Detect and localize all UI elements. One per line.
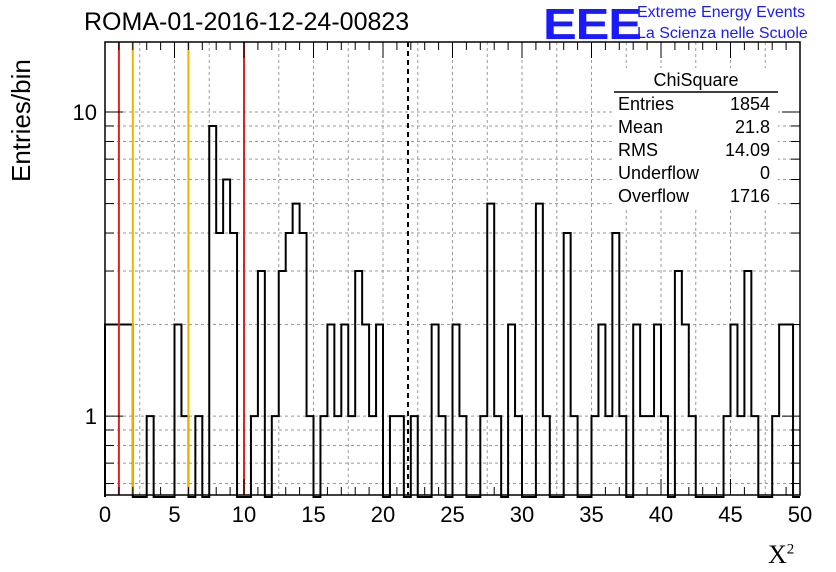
stats-label: Overflow bbox=[618, 186, 690, 206]
stats-value: 21.8 bbox=[735, 117, 770, 137]
eee-logo: EEE bbox=[543, 0, 642, 49]
stats-label: Mean bbox=[618, 117, 663, 137]
x-tick-label: 45 bbox=[718, 502, 742, 527]
x-tick-label: 25 bbox=[440, 502, 464, 527]
stats-value: 1716 bbox=[730, 186, 770, 206]
x-tick-label: 20 bbox=[371, 502, 395, 527]
x-tick-label: 15 bbox=[301, 502, 325, 527]
y-tick-label: 1 bbox=[85, 404, 97, 429]
stats-value: 1854 bbox=[730, 94, 770, 114]
x-tick-label: 35 bbox=[579, 502, 603, 527]
x-tick-label: 40 bbox=[649, 502, 673, 527]
histogram-outline bbox=[104, 124, 800, 498]
stats-value: 14.09 bbox=[725, 140, 770, 160]
stats-label: Entries bbox=[618, 94, 674, 114]
y-axis-label: Entries/bin bbox=[6, 59, 36, 182]
stats-label: RMS bbox=[618, 140, 658, 160]
x-tick-label: 10 bbox=[232, 502, 256, 527]
stats-label: Underflow bbox=[618, 163, 700, 183]
stats-title: ChiSquare bbox=[653, 70, 738, 90]
logo-text-line2: La Scienza nelle Scuole bbox=[637, 25, 808, 42]
x-tick-label: 30 bbox=[510, 502, 534, 527]
chart-title: ROMA-01-2016-12-24-00823 bbox=[84, 8, 410, 36]
x-tick-label: 0 bbox=[99, 502, 111, 527]
x-tick-label: 5 bbox=[168, 502, 180, 527]
x-axis-label: X2 bbox=[768, 540, 795, 569]
stats-value: 0 bbox=[760, 163, 770, 183]
logo-text-line1: Extreme Energy Events bbox=[637, 4, 806, 21]
x-tick-label: 50 bbox=[788, 502, 812, 527]
y-tick-label: 10 bbox=[73, 100, 97, 125]
